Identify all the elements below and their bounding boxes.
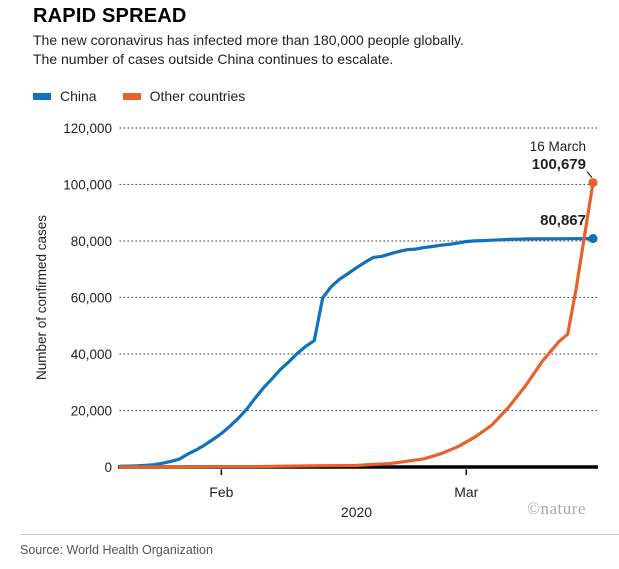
chart-subtitle: The new coronavirus has infected more th… (33, 31, 464, 69)
chart-title: RAPID SPREAD (33, 5, 187, 27)
x-tick-label-Mar: Mar (454, 484, 478, 500)
x-axis-year-label: 2020 (341, 504, 372, 520)
annotation-connector-line (586, 171, 593, 178)
subtitle-line-1: The new coronavirus has infected more th… (33, 32, 464, 48)
annotation-china-value: 80,867 (540, 212, 586, 229)
legend-label-other-countries: Other countries (149, 88, 246, 104)
annotation-other-countries-value: 100,679 (531, 156, 586, 173)
x-tick-label-Feb: Feb (209, 484, 233, 500)
y-tick-label-120000: 120,000 (63, 121, 112, 136)
y-tick-label-40000: 40,000 (71, 347, 112, 362)
source-credit: Source: World Health Organization (20, 543, 213, 557)
legend-item-china: China (33, 88, 97, 104)
y-tick-label-100000: 100,000 (63, 178, 112, 193)
legend: China Other countries (33, 88, 245, 104)
y-axis-label: Number of confirmed cases (34, 215, 49, 380)
endpoint-dot-other-countries (588, 178, 598, 188)
legend-item-other-countries: Other countries (122, 88, 246, 104)
annotation-date: 16 March (529, 139, 586, 154)
other-countries-swatch-icon (122, 92, 141, 100)
series-line-other-countries (118, 181, 595, 469)
legend-label-china: China (60, 88, 97, 104)
nature-watermark: ©nature (527, 499, 586, 518)
china-swatch-icon (33, 92, 51, 100)
y-tick-label-60000: 60,000 (71, 291, 112, 306)
footer-divider (20, 534, 619, 535)
subtitle-line-2: The number of cases outside China contin… (33, 51, 394, 67)
y-tick-label-20000: 20,000 (71, 404, 112, 419)
endpoint-dot-china (588, 234, 598, 244)
series-line-china (118, 237, 595, 468)
y-tick-label-80000: 80,000 (71, 234, 112, 249)
y-tick-label-0: 0 (104, 460, 112, 475)
